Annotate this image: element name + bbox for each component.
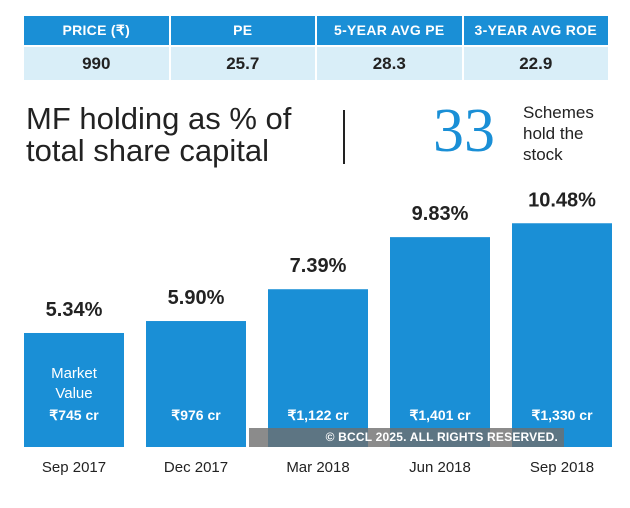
- bar-value-label-3: 9.83%: [412, 203, 469, 225]
- schemes-caption-line2: hold the: [523, 124, 584, 143]
- bar-4: [512, 223, 612, 447]
- stats-value-pe: 25.7: [170, 47, 317, 80]
- bar-market-value-1: ₹976 cr: [171, 407, 221, 423]
- x-tick-label-0: Sep 2017: [42, 459, 106, 476]
- x-tick-label-1: Dec 2017: [164, 459, 228, 476]
- schemes-count: 33: [433, 97, 495, 165]
- x-tick-label-3: Jun 2018: [409, 459, 471, 476]
- stats-value-row: 990 25.7 28.3 22.9: [24, 45, 608, 80]
- bar-1: [146, 321, 246, 447]
- schemes-caption-line3: stock: [523, 145, 563, 164]
- bar-3: [390, 237, 490, 447]
- bar-value-label-2: 7.39%: [290, 255, 347, 277]
- stats-header-row: PRICE (₹) PE 5-YEAR AVG PE 3-YEAR AVG RO…: [24, 16, 608, 45]
- bar-value-label-0: 5.34%: [46, 299, 103, 321]
- schemes-caption: Schemes hold the stock: [523, 102, 594, 165]
- bar-0: [24, 332, 124, 447]
- chart-heading-line2: total share capital: [26, 133, 269, 168]
- market-value-title-1: Value: [55, 385, 92, 402]
- stats-value-3yr-avg-roe: 22.9: [463, 47, 608, 80]
- stats-header-pe: PE: [170, 16, 317, 45]
- chart-heading: MF holding as % of total share capital: [26, 103, 291, 167]
- bar-market-value-2: ₹1,122 cr: [287, 407, 349, 423]
- stats-header-3yr-avg-roe: 3-YEAR AVG ROE: [463, 16, 608, 45]
- bar-value-label-1: 5.90%: [168, 287, 225, 309]
- heading-divider: [343, 110, 345, 164]
- market-value-title-0: Market: [51, 365, 98, 382]
- bar-value-label-4: 10.48%: [528, 189, 596, 211]
- bar-2: [268, 289, 368, 447]
- stats-value-price: 990: [24, 47, 171, 80]
- x-tick-label-4: Sep 2018: [530, 459, 594, 476]
- schemes-caption-line1: Schemes: [523, 103, 594, 122]
- bar-market-value-0: ₹745 cr: [49, 407, 99, 423]
- x-tick-label-2: Mar 2018: [286, 459, 349, 476]
- stats-table: PRICE (₹) PE 5-YEAR AVG PE 3-YEAR AVG RO…: [24, 16, 608, 80]
- bar-market-value-3: ₹1,401 cr: [409, 407, 471, 423]
- copyright-watermark: © BCCL 2025. ALL RIGHTS RESERVED.: [249, 428, 564, 447]
- stats-header-price: PRICE (₹): [24, 16, 171, 45]
- chart-heading-line1: MF holding as % of: [26, 101, 292, 136]
- bar-market-value-4: ₹1,330 cr: [531, 407, 593, 423]
- stats-header-5yr-avg-pe: 5-YEAR AVG PE: [317, 16, 464, 45]
- stats-value-5yr-avg-pe: 28.3: [317, 47, 464, 80]
